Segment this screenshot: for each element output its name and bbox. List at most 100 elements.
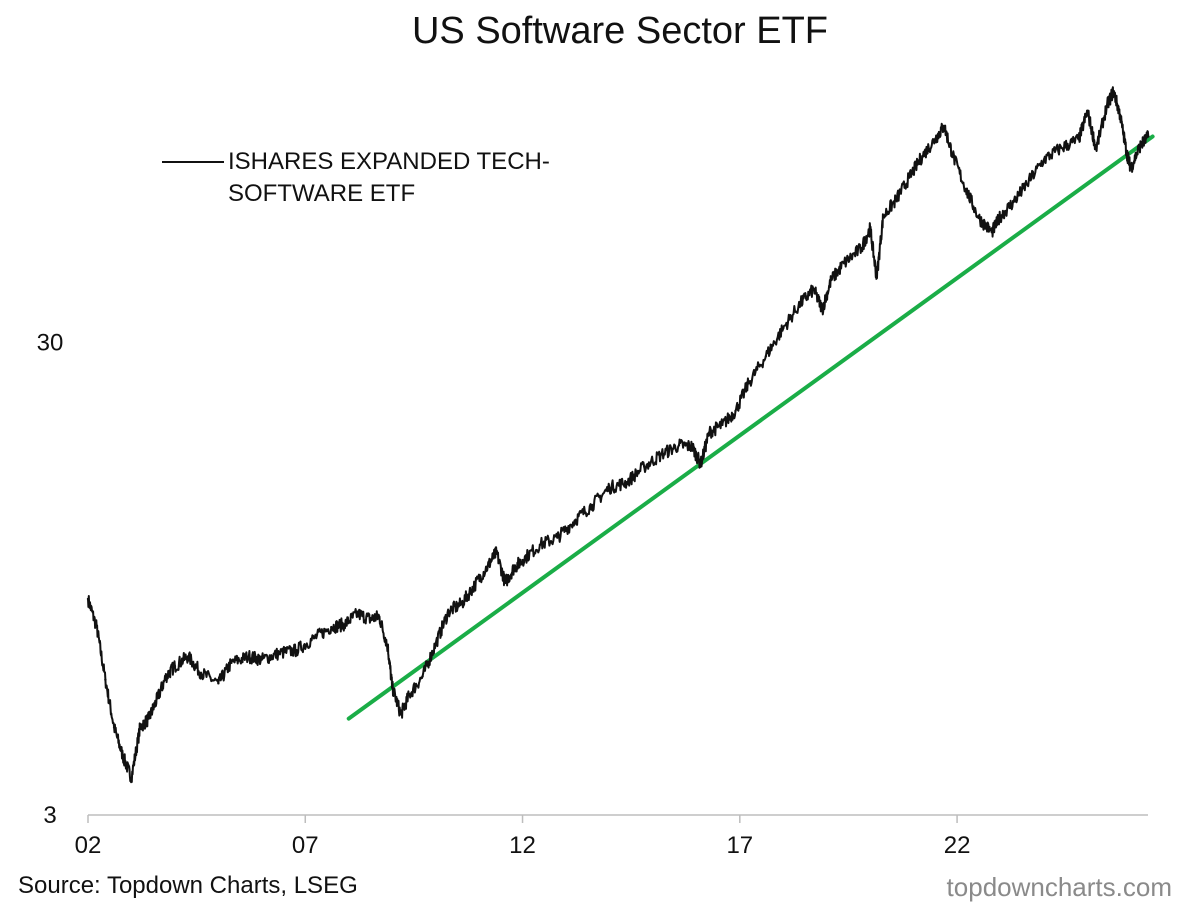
data-point: [369, 617, 372, 621]
data-point: [977, 216, 981, 220]
data-point: [503, 581, 507, 585]
data-point: [130, 776, 133, 779]
data-point: [764, 354, 768, 358]
data-point: [1094, 147, 1098, 151]
data-point: [690, 445, 694, 448]
x-tick-label: 12: [509, 832, 536, 859]
data-point: [875, 276, 878, 279]
data-point: [721, 423, 724, 427]
data-point: [447, 610, 450, 613]
data-point: [643, 465, 646, 468]
data-point: [1112, 89, 1115, 93]
data-point: [112, 726, 116, 729]
data-point: [1077, 138, 1080, 141]
data-point: [165, 675, 168, 678]
data-point: [812, 288, 815, 291]
data-point: [377, 615, 381, 618]
legend: ISHARES EXPANDED TECH-SOFTWARE ETF: [162, 146, 628, 210]
data-point: [260, 658, 264, 661]
data-point: [747, 382, 750, 385]
data-point: [842, 262, 846, 265]
data-point: [1012, 200, 1015, 204]
data-point: [512, 566, 516, 570]
data-point: [625, 480, 629, 484]
data-point: [908, 176, 911, 179]
data-point: [951, 153, 954, 157]
data-point: [356, 612, 359, 616]
y-tick-label: 30: [37, 330, 64, 357]
data-point: [1086, 110, 1089, 113]
x-tick-label: 07: [292, 832, 319, 859]
data-point: [942, 124, 946, 128]
data-point: [460, 602, 463, 606]
data-point: [1025, 183, 1028, 186]
data-point: [1118, 113, 1122, 116]
data-point: [473, 583, 476, 587]
data-point: [573, 519, 576, 522]
data-point: [708, 430, 711, 434]
data-point: [1138, 145, 1141, 148]
data-point: [590, 503, 594, 507]
data-point: [999, 214, 1002, 218]
data-point: [147, 717, 151, 720]
trendline: [346, 134, 1155, 721]
data-point: [921, 154, 924, 158]
data-point: [330, 625, 333, 629]
data-point: [421, 675, 424, 678]
data-point: [1042, 158, 1046, 161]
data-point: [1060, 146, 1063, 150]
data-point: [782, 327, 785, 330]
source-note: Source: Topdown Charts, LSEG: [18, 872, 358, 899]
data-point: [860, 246, 863, 250]
data-point: [295, 648, 298, 652]
data-point: [386, 645, 390, 649]
data-point: [104, 678, 107, 681]
trendline-layer: [346, 134, 1155, 721]
data-point: [990, 231, 994, 234]
data-point: [538, 543, 542, 547]
data-point: [138, 726, 142, 729]
data-point: [186, 655, 190, 658]
data-point: [156, 697, 159, 700]
data-point: [390, 685, 394, 689]
data-point: [964, 187, 967, 191]
y-tick-label: 3: [43, 802, 56, 829]
tick-labels: 02 07 12 17 22 3 30: [37, 330, 971, 859]
data-point: [486, 564, 489, 568]
data-point: [217, 682, 220, 685]
data-point: [1147, 135, 1150, 138]
data-point: [173, 664, 177, 668]
data-point: [95, 625, 98, 629]
series-layer: [86, 86, 1150, 784]
data-point: [121, 754, 124, 758]
chart-title: US Software Sector ETF: [411, 10, 828, 52]
data-point: [277, 652, 281, 655]
legend-label: ISHARES EXPANDED TECH-SOFTWARE ETF: [228, 148, 550, 207]
data-point: [434, 642, 437, 646]
data-point: [677, 444, 681, 447]
data-point: [868, 227, 872, 230]
brand-watermark: topdowncharts.com: [946, 872, 1172, 902]
data-point: [821, 308, 824, 311]
data-point: [230, 661, 233, 665]
data-point: [86, 597, 90, 601]
data-point: [1105, 104, 1109, 107]
data-point: [829, 278, 833, 282]
x-tick-label: 17: [726, 832, 753, 859]
x-tick-label: 22: [944, 832, 971, 859]
data-point: [660, 453, 663, 456]
data-point: [934, 137, 937, 140]
data-point: [495, 551, 498, 554]
data-point: [199, 671, 203, 675]
data-point: [699, 462, 702, 466]
data-point: [343, 623, 346, 626]
legend-swatch-line: [162, 161, 224, 163]
data-point: [521, 558, 524, 562]
data-point: [608, 486, 611, 489]
data-point: [895, 198, 898, 201]
data-point: [399, 713, 403, 716]
data-point: [734, 409, 737, 413]
data-point: [247, 655, 250, 658]
data-point: [556, 536, 559, 539]
